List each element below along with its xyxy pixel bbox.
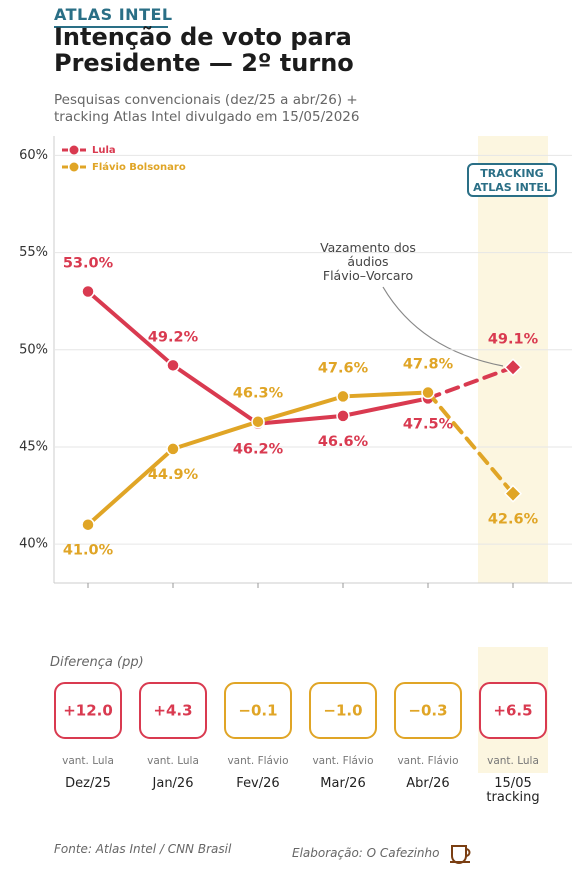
x-tick-label: Mar/26 bbox=[320, 776, 366, 791]
difference-note: vant. Lula bbox=[487, 755, 539, 767]
brand: ATLAS INTEL bbox=[54, 5, 173, 24]
data-label: 46.6% bbox=[318, 434, 369, 450]
y-tick-label: 50% bbox=[19, 342, 48, 357]
data-label: 53.0% bbox=[63, 255, 114, 271]
legend-marker bbox=[69, 145, 79, 155]
marker bbox=[503, 484, 523, 503]
difference-note: vant. Lula bbox=[147, 755, 199, 767]
series-line bbox=[426, 365, 515, 401]
source: Fonte: Atlas Intel / CNN Brasil bbox=[54, 842, 232, 856]
data-label: 49.2% bbox=[148, 329, 199, 345]
y-tick-label: 40% bbox=[19, 537, 48, 552]
y-tick-label: 55% bbox=[19, 245, 48, 260]
difference-note: vant. Flávio bbox=[397, 755, 458, 767]
series-line bbox=[86, 390, 430, 527]
x-tick-label: 15/05 tracking bbox=[486, 776, 540, 805]
difference-note: vant. Flávio bbox=[312, 755, 373, 767]
marker bbox=[81, 517, 95, 532]
data-label: 41.0% bbox=[63, 543, 114, 559]
data-label: 46.3% bbox=[233, 386, 284, 402]
marker bbox=[251, 414, 265, 429]
annotation: Vazamento dos áudios Flávio–Vorcaro bbox=[320, 240, 416, 283]
y-tick-label: 45% bbox=[19, 439, 48, 454]
series-line bbox=[426, 390, 515, 496]
data-label: 46.2% bbox=[233, 442, 284, 458]
difference-box bbox=[54, 682, 122, 739]
tracking-badge: TRACKING ATLAS INTEL bbox=[467, 163, 557, 197]
annotation-arrow bbox=[382, 286, 504, 367]
marker bbox=[166, 358, 180, 373]
difference-box bbox=[394, 682, 462, 739]
data-label: 47.5% bbox=[403, 416, 454, 432]
y-tick-label: 60% bbox=[19, 148, 48, 163]
credit: Elaboração: O Cafezinho bbox=[292, 846, 440, 860]
x-tick-label: Jan/26 bbox=[152, 776, 194, 791]
marker bbox=[421, 385, 435, 400]
difference-title: Diferença (pp) bbox=[50, 655, 144, 670]
difference-label: −0.1 bbox=[238, 702, 277, 720]
marker bbox=[336, 389, 350, 404]
subtitle: Pesquisas convencionais (dez/25 a abr/26… bbox=[54, 92, 360, 125]
x-tick-label: Fev/26 bbox=[236, 776, 280, 791]
data-label: 49.1% bbox=[488, 331, 539, 347]
difference-box bbox=[139, 682, 207, 739]
x-tick-label: Dez/25 bbox=[65, 776, 111, 791]
difference-box bbox=[309, 682, 377, 739]
legend-label: Flávio Bolsonaro bbox=[92, 161, 186, 173]
data-label: 42.6% bbox=[488, 512, 539, 528]
marker bbox=[503, 358, 523, 377]
legend-label: Lula bbox=[92, 145, 116, 156]
difference-label: −1.0 bbox=[323, 702, 362, 720]
difference-label: +6.5 bbox=[493, 702, 532, 720]
chart-title: Intenção de voto para Presidente — 2º tu… bbox=[54, 23, 354, 77]
difference-box bbox=[479, 682, 547, 739]
difference-label: −0.3 bbox=[408, 702, 447, 720]
difference-note: vant. Flávio bbox=[227, 755, 288, 767]
difference-label: +4.3 bbox=[153, 702, 192, 720]
data-label: 47.8% bbox=[403, 357, 454, 373]
difference-box bbox=[224, 682, 292, 739]
data-label: 44.9% bbox=[148, 467, 199, 483]
marker bbox=[81, 284, 95, 299]
difference-label: +12.0 bbox=[63, 702, 113, 720]
cup-icon bbox=[450, 845, 471, 864]
legend-marker bbox=[69, 162, 79, 172]
series-line bbox=[86, 289, 430, 426]
marker bbox=[166, 442, 180, 456]
marker bbox=[336, 409, 350, 423]
difference-note: vant. Lula bbox=[62, 755, 114, 767]
x-tick-label: Abr/26 bbox=[406, 776, 450, 791]
data-label: 47.6% bbox=[318, 360, 369, 376]
